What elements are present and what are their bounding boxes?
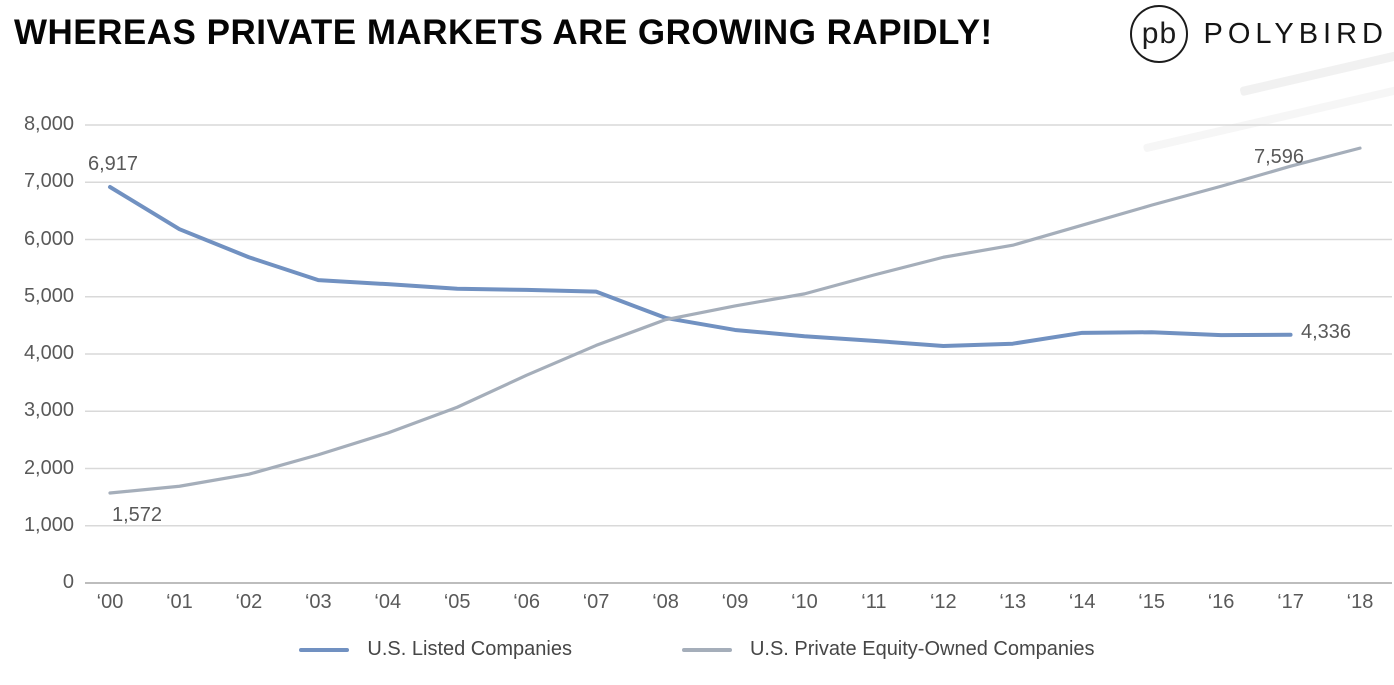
- polybird-wordmark: POLYBIRD: [1203, 17, 1388, 50]
- x-axis-tick-label: ‘11: [861, 591, 887, 613]
- x-axis-tick-label: ‘18: [1346, 591, 1374, 613]
- x-axis-tick-label: ‘02: [235, 591, 263, 613]
- x-axis-tick-label: ‘16: [1207, 591, 1235, 613]
- legend-swatch-pe-owned-companies: [681, 647, 732, 652]
- legend-swatch-listed-companies: [299, 647, 350, 652]
- x-axis-tick-label: ‘09: [721, 591, 749, 613]
- y-axis-tick-label: 0: [62, 571, 74, 593]
- x-axis-tick-label: ‘05: [443, 591, 471, 613]
- y-axis-tick-label: 5,000: [23, 284, 74, 307]
- data-label-listed-end: 4,336: [1301, 321, 1352, 343]
- x-axis-tick-label: ‘10: [791, 591, 818, 613]
- polybird-logo: pb POLYBIRD: [1130, 5, 1388, 63]
- y-axis-tick-label: 8,000: [23, 113, 74, 135]
- x-axis-tick-label: ‘13: [999, 591, 1027, 613]
- x-axis-tick-label: ‘12: [929, 591, 957, 613]
- y-axis-tick-label: 1,000: [23, 513, 74, 536]
- x-axis-tick-label: ‘04: [374, 591, 402, 613]
- x-axis-tick-label: ‘17: [1277, 591, 1304, 613]
- listed-companies-line: [108, 185, 1293, 348]
- legend-label-pe-owned-companies: U.S. Private Equity-Owned Companies: [749, 638, 1095, 660]
- y-axis-tick-label: 3,000: [23, 399, 74, 422]
- data-label-listed-start: 6,917: [88, 153, 139, 175]
- x-axis-tick-label: ‘07: [582, 591, 610, 613]
- slide-title: WHEREAS PRIVATE MARKETS ARE GROWING RAPI…: [14, 13, 993, 52]
- x-axis-tick-label: ‘00: [96, 591, 124, 613]
- legend-item-listed-companies: U.S. Listed Companies: [299, 638, 572, 661]
- legend-label-listed-companies: U.S. Listed Companies: [367, 638, 572, 660]
- chart-legend: U.S. Listed Companies U.S. Private Equit…: [0, 638, 1394, 661]
- x-axis-tick-label: ‘01: [166, 591, 193, 613]
- x-axis-tick-label: ‘15: [1138, 591, 1166, 613]
- x-axis-tick-label: ‘14: [1068, 591, 1096, 613]
- x-axis-tick-label: ‘03: [304, 591, 332, 613]
- y-axis-tick-label: 4,000: [23, 342, 74, 364]
- x-axis-tick-label: ‘08: [652, 591, 679, 613]
- y-axis-tick-label: 6,000: [23, 227, 74, 250]
- y-axis-tick-label: 2,000: [23, 456, 74, 479]
- y-axis-tick-label: 7,000: [23, 170, 74, 193]
- pe-owned-companies-line: [108, 146, 1362, 495]
- legend-item-pe-owned-companies: U.S. Private Equity-Owned Companies: [681, 638, 1095, 661]
- x-axis-tick-label: ‘06: [513, 591, 541, 613]
- data-label-pe-end: 7,596: [1254, 146, 1305, 168]
- polybird-monogram-icon: pb: [1130, 5, 1189, 63]
- data-label-pe-start: 1,572: [112, 504, 163, 526]
